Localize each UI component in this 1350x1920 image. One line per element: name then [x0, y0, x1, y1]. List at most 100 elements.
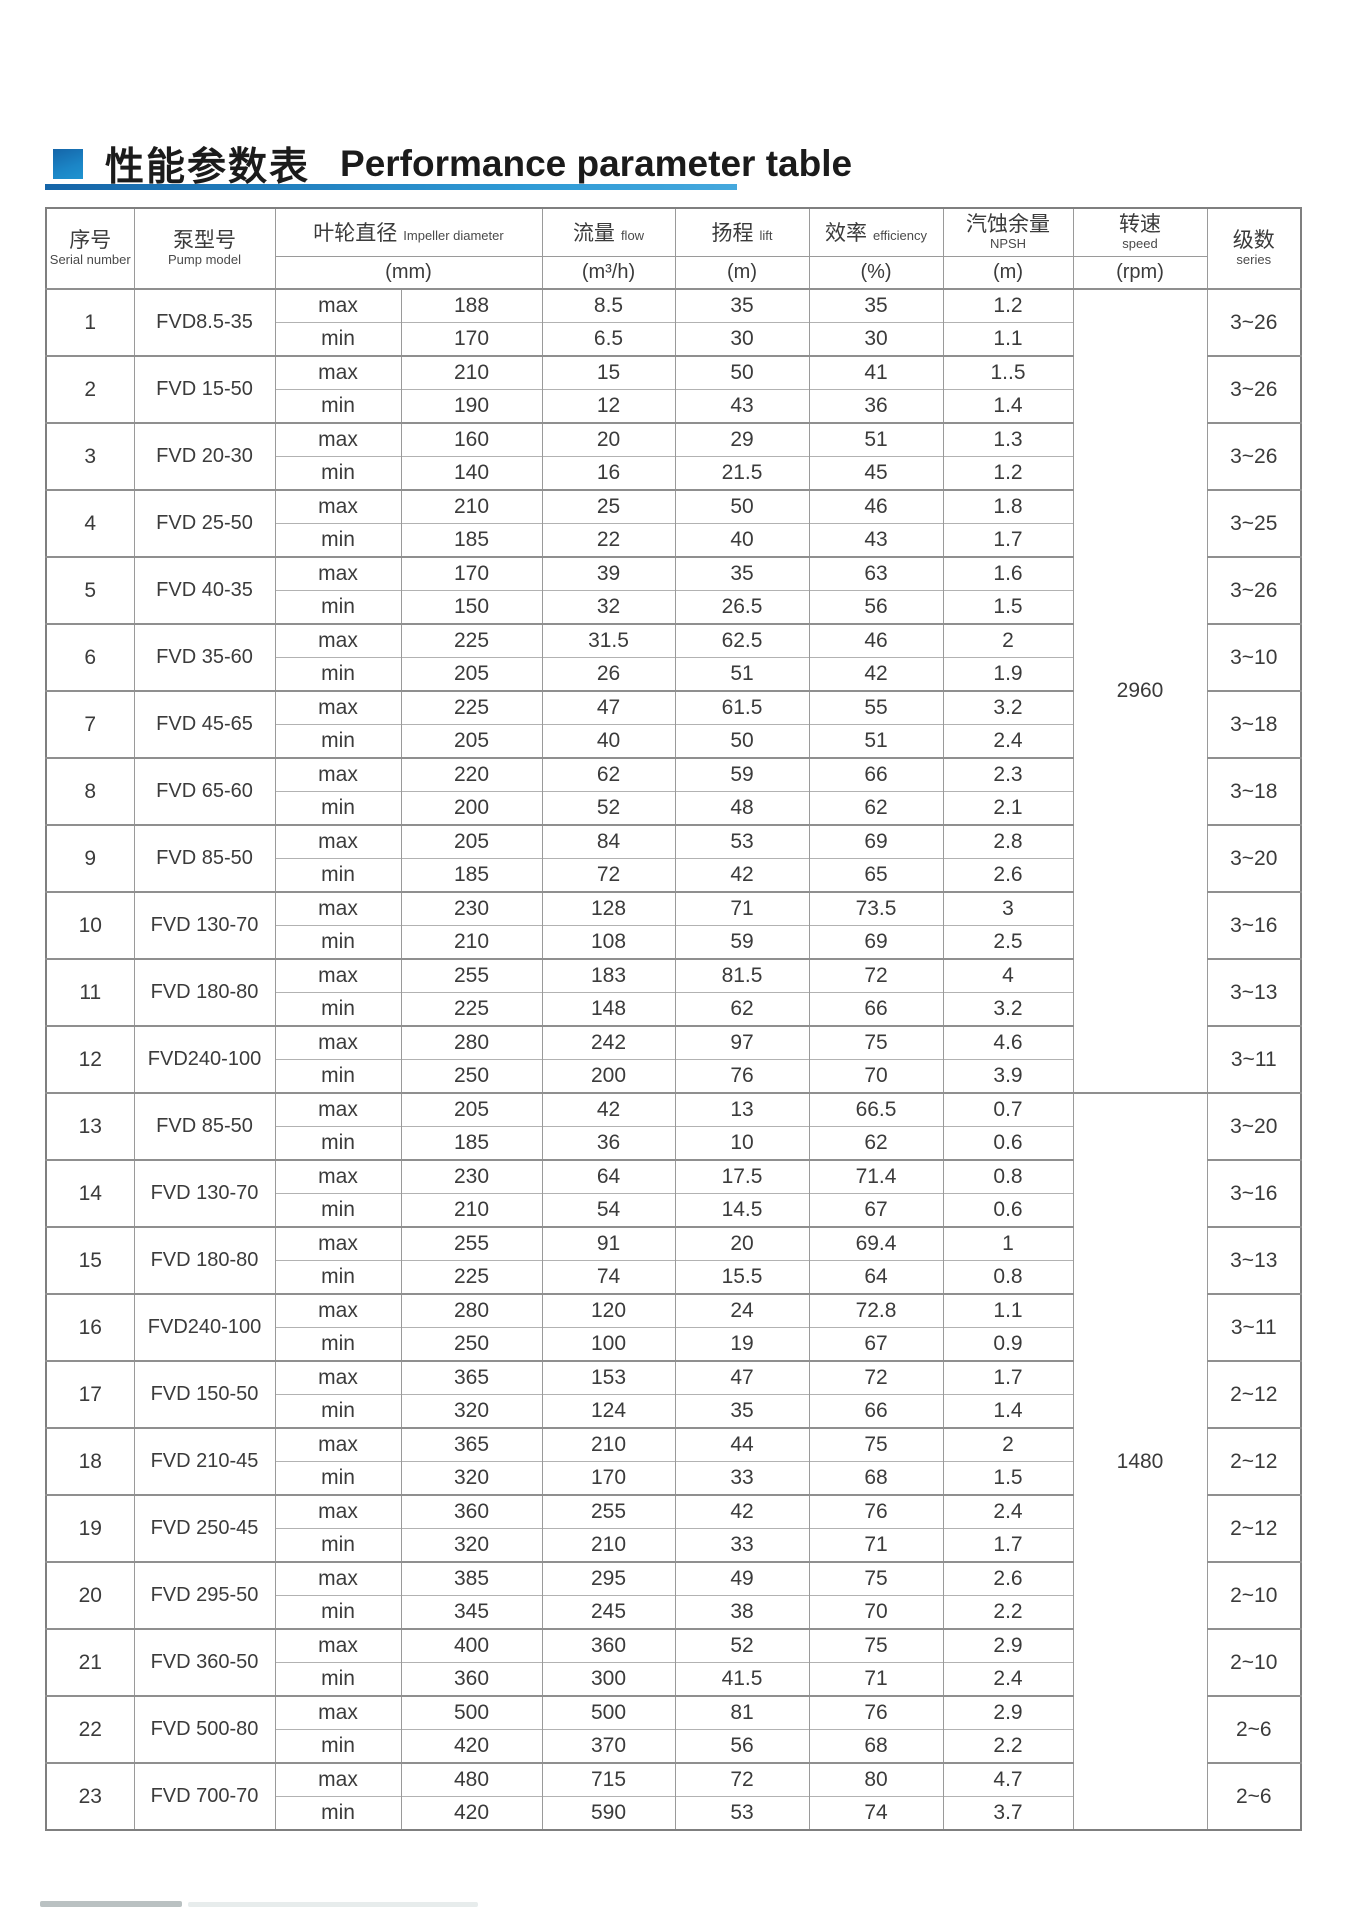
value-cell: 400 [400, 1628, 543, 1663]
table-row-min: min 170 6.5 30 30 1.1 [46, 322, 1301, 356]
speed-cell: 2960 [1072, 288, 1208, 1093]
section-title-zh: 性能参数表 [105, 146, 311, 189]
value-cell: 68 [808, 1729, 944, 1763]
table-row-min: min 360 300 41.5 71 2.4 [46, 1662, 1301, 1696]
value-cell: 205 [400, 724, 543, 758]
col-header-lift-en: lift [759, 228, 773, 244]
model-cell: FVD 180-80 [133, 958, 276, 1026]
value-cell: 19 [674, 1327, 810, 1361]
serial-cell: 9 [45, 824, 135, 892]
value-cell: 74 [808, 1796, 944, 1830]
value-cell: 15.5 [674, 1260, 810, 1294]
value-cell: 66 [808, 992, 944, 1026]
max-label-cell: max [274, 1293, 402, 1328]
value-cell: 480 [400, 1762, 543, 1797]
value-cell: 2 [942, 1427, 1074, 1462]
max-label-cell: max [274, 422, 402, 457]
value-cell: 35 [674, 288, 810, 323]
min-label-cell: min [274, 858, 402, 892]
value-cell: 16 [541, 456, 676, 490]
serial-cell: 15 [45, 1226, 135, 1294]
value-cell: 75 [808, 1628, 944, 1663]
min-label-cell: min [274, 1059, 402, 1093]
series-cell: 2~10 [1206, 1561, 1302, 1629]
col-header-impeller-zh: 叶轮直径 [313, 222, 398, 246]
table-row-min: min 200 52 48 62 2.1 [46, 791, 1301, 825]
value-cell: 66.5 [808, 1092, 944, 1127]
value-cell: 14.5 [674, 1193, 810, 1227]
value-cell: 210 [400, 489, 543, 524]
col-header-serial: 序号 Serial number [45, 207, 135, 290]
model-cell: FVD 40-35 [133, 556, 276, 624]
min-label-cell: min [274, 657, 402, 691]
value-cell: 56 [808, 590, 944, 624]
value-cell: 45 [808, 456, 944, 490]
unit-lift: (m) [674, 255, 810, 290]
value-cell: 2.2 [942, 1729, 1074, 1763]
value-cell: 210 [400, 1193, 543, 1227]
col-header-efficiency-en: efficiency [873, 228, 927, 244]
table-row-min: min 320 210 33 71 1.7 [46, 1528, 1301, 1562]
value-cell: 0.9 [942, 1327, 1074, 1361]
value-cell: 22 [541, 523, 676, 557]
value-cell: 53 [674, 1796, 810, 1830]
value-cell: 1.7 [942, 1360, 1074, 1395]
value-cell: 230 [400, 891, 543, 926]
min-label-cell: min [274, 791, 402, 825]
value-cell: 128 [541, 891, 676, 926]
max-label-cell: max [274, 1159, 402, 1194]
min-label-cell: min [274, 1327, 402, 1361]
table-row-max: 9 FVD 85-50 max 205 84 53 69 2.8 3~20 [45, 824, 1302, 892]
value-cell: 52 [541, 791, 676, 825]
value-cell: 35 [808, 288, 944, 323]
table-row-max: 13 FVD 85-50 max 205 42 13 66.5 0.7 1480 3~20 [45, 1092, 1302, 1830]
table-row-max: 21 FVD 360-50 max 400 360 52 75 2.9 2~10 [45, 1628, 1302, 1696]
model-cell: FVD 20-30 [133, 422, 276, 490]
col-header-efficiency-zh: 效率 [825, 222, 868, 246]
value-cell: 242 [541, 1025, 676, 1060]
value-cell: 8.5 [541, 288, 676, 323]
value-cell: 71 [808, 1528, 944, 1562]
series-cell: 3~26 [1206, 422, 1302, 490]
value-cell: 62.5 [674, 623, 810, 658]
min-label-cell: min [274, 1662, 402, 1696]
value-cell: 29 [674, 422, 810, 457]
col-header-model-en: Pump model [168, 252, 241, 268]
max-label-cell: max [274, 891, 402, 926]
series-cell: 3~13 [1206, 958, 1302, 1026]
value-cell: 47 [541, 690, 676, 725]
value-cell: 75 [808, 1427, 944, 1462]
value-cell: 190 [400, 389, 543, 423]
table-row-max: 12 FVD240-100 max 280 242 97 75 4.6 3~11 [45, 1025, 1302, 1093]
min-label-cell: min [274, 322, 402, 356]
table-row-min: min 345 245 38 70 2.2 [46, 1595, 1301, 1629]
value-cell: 120 [541, 1293, 676, 1328]
min-label-cell: min [274, 1528, 402, 1562]
value-cell: 205 [400, 1092, 543, 1127]
value-cell: 72 [541, 858, 676, 892]
model-cell: FVD 15-50 [133, 355, 276, 423]
value-cell: 1.1 [942, 1293, 1074, 1328]
value-cell: 20 [674, 1226, 810, 1261]
col-header-serial-zh: 序号 [69, 228, 112, 252]
value-cell: 46 [808, 623, 944, 658]
value-cell: 320 [400, 1528, 543, 1562]
performance-parameter-table: 序号 Serial number 泵型号 Pump model 叶轮直径 Impe… [45, 207, 1302, 1831]
model-cell: FVD 85-50 [133, 824, 276, 892]
value-cell: 72 [674, 1762, 810, 1797]
value-cell: 280 [400, 1293, 543, 1328]
value-cell: 15 [541, 355, 676, 390]
value-cell: 76 [674, 1059, 810, 1093]
serial-cell: 3 [45, 422, 135, 490]
bottom-edge-artifact-light [188, 1902, 478, 1907]
value-cell: 2.4 [942, 724, 1074, 758]
col-header-speed: 转速 speed [1072, 207, 1208, 257]
max-label-cell: max [274, 690, 402, 725]
col-header-model: 泵型号 Pump model [133, 207, 276, 290]
value-cell: 2.1 [942, 791, 1074, 825]
value-cell: 160 [400, 422, 543, 457]
value-cell: 185 [400, 523, 543, 557]
table-row-max: 10 FVD 130-70 max 230 128 71 73.5 3 3~16 [45, 891, 1302, 959]
value-cell: 81 [674, 1695, 810, 1730]
value-cell: 44 [674, 1427, 810, 1462]
